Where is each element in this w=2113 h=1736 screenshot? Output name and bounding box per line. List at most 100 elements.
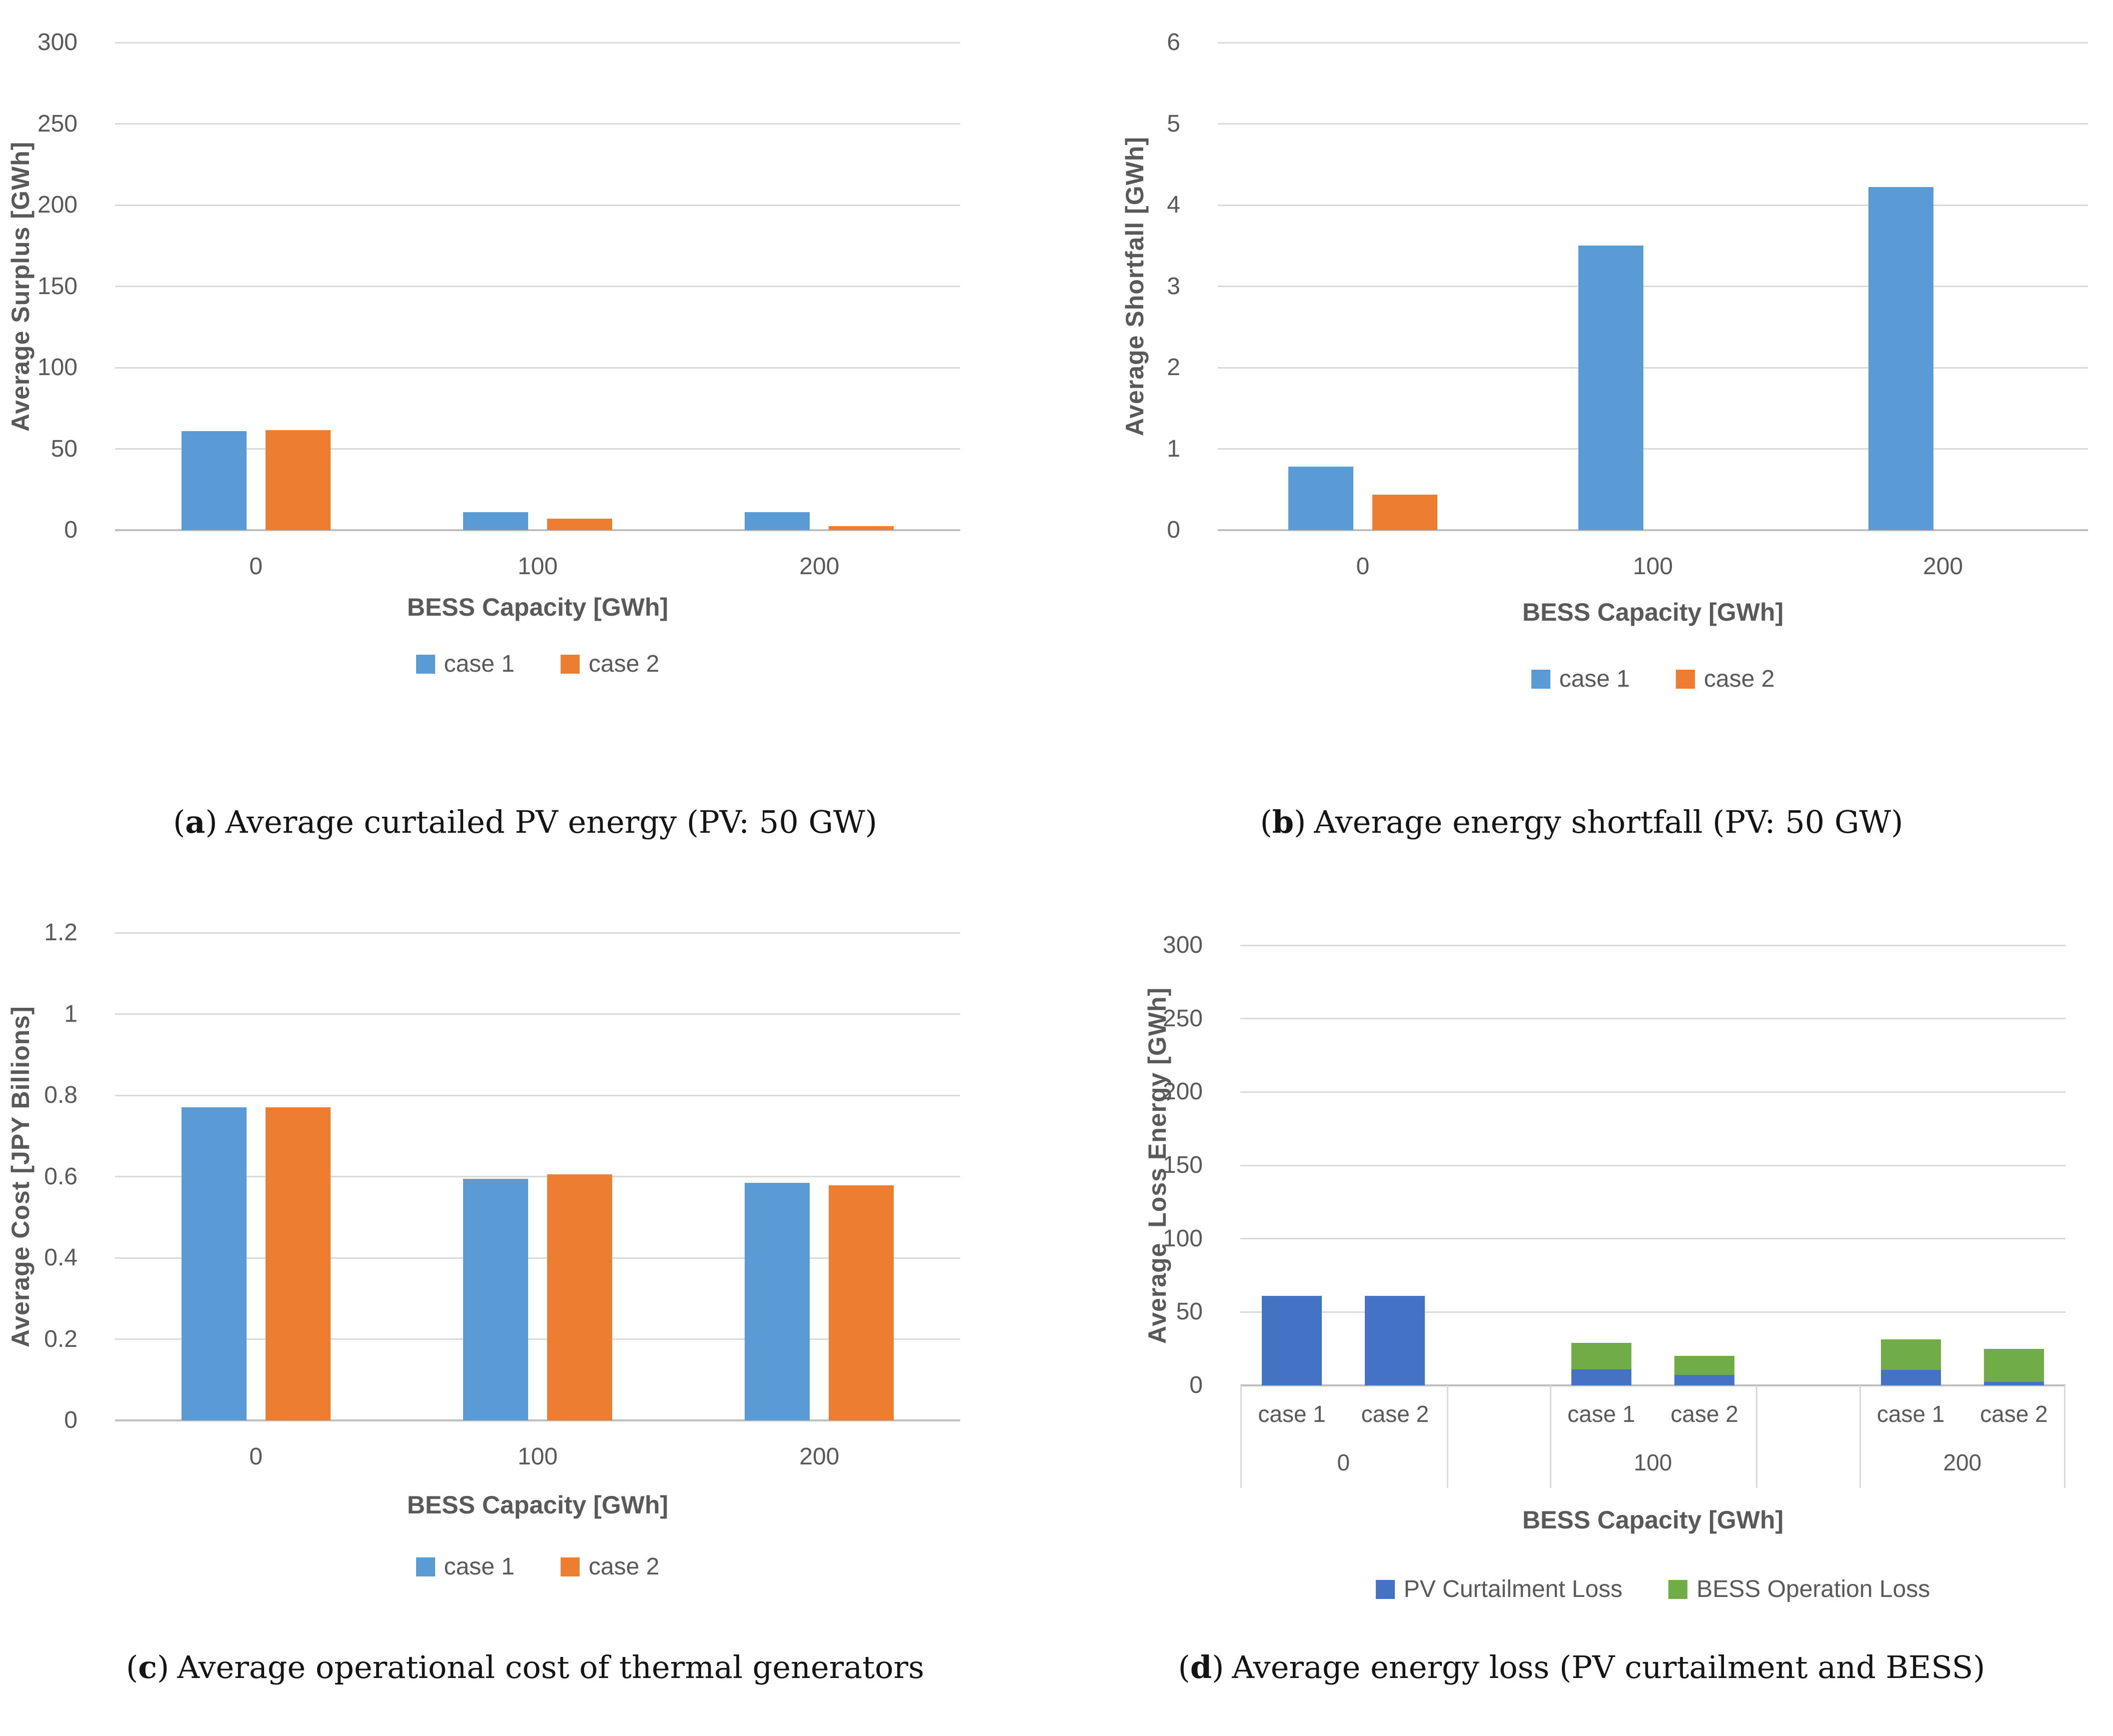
panel-c: Average Cost [JPY Billions] 0 0.2 0.4 0.6 0.8… [0,888,1050,1618]
legend: case 1 case 2 [1218,665,2088,693]
panel-b: Average Shortfall [GWh] 0 1 2 3 4 5 6 0 100 200 BES… [1050,0,2113,773]
x-axis-line [1240,1384,2065,1386]
caption-d: (d) Average energy loss (PV curtailment a… [1178,1649,1985,1685]
gridline [115,1338,960,1340]
x-axis-line [115,1419,960,1421]
y-tick-label: 6 [1167,29,1180,56]
panel-a: Average Surplus [GWh] 0 50 100 150 200 250 300 0… [0,0,1050,773]
gridline [1240,1311,2065,1313]
legend-swatch-icon [1676,669,1695,689]
gridline [115,932,960,934]
bar-case-2-0 [265,1107,331,1420]
caption-b-text: Average energy shortfall (PV: 50 GW) [1314,804,1903,840]
y-tick-label: 100 [1162,1225,1203,1252]
legend-item-case-2: case 2 [1676,665,1774,693]
gridline [1218,42,2088,44]
caption-a: (a) Average curtailed PV energy (PV: 50 G… [173,804,877,840]
y-tick-label: 3 [1167,273,1180,300]
y-tick-label: 0 [1189,1372,1203,1398]
gridline [115,1013,960,1015]
legend-label: case 2 [1704,666,1775,692]
bar-case-1-0 [181,1107,247,1420]
bar-case-2-0 [265,430,331,530]
y-tick-label: 0.2 [44,1325,78,1352]
x-subcategory-label: case 1 [1876,1401,1945,1427]
legend-swatch-icon [416,654,435,674]
legend-swatch-icon [1668,1579,1688,1599]
y-tick-label: 100 [37,354,78,381]
x-subcategory-label: case 2 [1361,1401,1429,1427]
gridline [1240,944,2065,946]
legend-label: PV Curtailment Loss [1403,1576,1623,1602]
bar-case-1-200 [1868,187,1933,530]
y-tick-label: 200 [37,192,78,218]
category-axis-table: case 1 case 2 0 case 1 case 2 100 case 1 case 2… [1240,1385,2065,1488]
panel-d: Average Loss Energy [GWh] 0 50 100 150 200 250… [1050,888,2113,1618]
legend-item-case-2: case 2 [561,650,659,678]
legend-swatch-icon [561,1557,580,1576]
gridline [115,367,960,369]
y-tick-label: 200 [1162,1078,1203,1105]
legend-swatch-icon [1531,669,1550,689]
x-axis-title: BESS Capacity [GWh] [1522,1506,1784,1534]
y-tick-label: 1 [1167,435,1180,462]
chart-average-loss-energy: Average Loss Energy [GWh] 0 50 100 150 200 250… [1050,888,2113,1618]
bar-PV-Curtailment-Loss-100-case-2 [1674,1375,1735,1385]
legend: case 1 case 2 [115,650,960,678]
x-group-label: 200 [1943,1449,1982,1475]
x-subcategory-label: case 2 [1980,1401,2048,1427]
axis-divider [1240,1385,1242,1488]
y-tick-label: 0 [64,1407,78,1433]
bar-PV-Curtailment-Loss-100-case-1 [1571,1369,1631,1385]
legend-swatch-icon [561,654,580,674]
gridline [1218,448,2088,450]
axis-divider [1446,1385,1448,1488]
gridline [115,1094,960,1096]
bar-case-2-200 [829,1185,894,1420]
y-tick-label: 250 [37,110,78,137]
x-subcategory-label: case 1 [1258,1401,1326,1427]
bar-case-1-0 [181,431,247,530]
x-axis-line [1218,529,2088,531]
bar-BESS-Operation-Loss-100-case-2 [1674,1356,1735,1375]
caption-b-letter: b [1272,804,1294,840]
legend-swatch-icon [1375,1579,1395,1599]
y-tick-label: 50 [1176,1298,1203,1325]
bar-case-2-200 [829,526,894,530]
bar-PV-Curtailment-Loss-0-case-1 [1262,1296,1322,1385]
x-tick-label: 0 [249,1443,263,1470]
legend-label: BESS Operation Loss [1696,1576,1930,1602]
y-tick-label: 0 [64,517,78,543]
bar-case-2-100 [547,519,612,530]
bar-BESS-Operation-Loss-100-case-1 [1571,1342,1631,1369]
x-tick-label: 100 [517,1443,558,1470]
bar-PV-Curtailment-Loss-200-case-2 [1983,1381,2044,1385]
legend-item-case-2: case 2 [561,1553,659,1580]
bar-case-1-0 [1288,467,1353,530]
x-tick-label: 0 [1356,553,1370,580]
bar-case-2-0 [1372,494,1437,530]
y-tick-label: 0 [1167,517,1180,543]
gridline [115,1257,960,1259]
gridline [115,42,960,44]
gridline [115,1176,960,1177]
legend: PV Curtailment Loss BESS Operation Loss [1240,1575,2065,1603]
x-subcategory-label: case 1 [1567,1401,1635,1427]
caption-a-letter: a [185,804,206,840]
legend-item-PV-Curtailment-Loss: PV Curtailment Loss [1375,1575,1623,1603]
y-tick-label: 1 [64,1000,78,1027]
x-tick-label: 200 [799,1443,840,1470]
legend-label: case 1 [444,651,515,677]
chart-average-shortfall: Average Shortfall [GWh] 0 1 2 3 4 5 6 0 100 200 BES… [1050,0,2113,773]
caption-a-text: Average curtailed PV energy (PV: 50 GW) [225,804,877,840]
bar-PV-Curtailment-Loss-200-case-1 [1880,1370,1941,1385]
legend-item-case-1: case 1 [416,650,515,678]
y-tick-label: 150 [1162,1152,1203,1178]
gridline [1240,1018,2065,1020]
caption-d-letter: d [1190,1649,1212,1685]
chart-average-surplus: Average Surplus [GWh] 0 50 100 150 200 250 300 0… [0,0,1050,773]
x-axis-title: BESS Capacity [GWh] [407,593,669,621]
y-tick-label: 150 [37,273,78,300]
x-tick-label: 100 [517,553,558,580]
gridline [115,286,960,287]
